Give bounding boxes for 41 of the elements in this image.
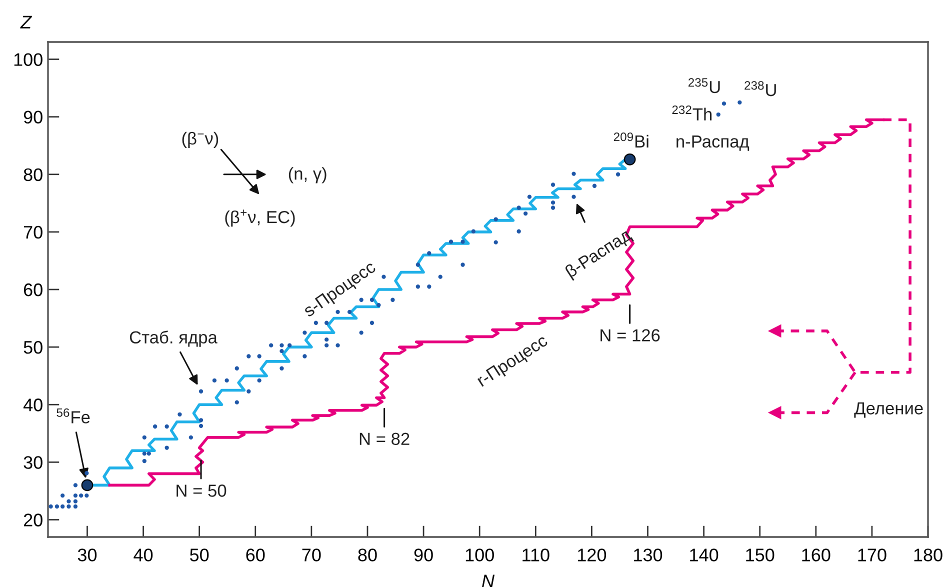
y-tick-label: 100 — [14, 53, 42, 66]
x-tick-label: 50 — [190, 548, 209, 562]
x-axis-title: N — [482, 574, 495, 587]
y-tick-label: 50 — [24, 340, 42, 354]
x-tick-label: 130 — [634, 548, 662, 562]
y-tick-label: 30 — [24, 456, 42, 469]
x-tick-label: 120 — [578, 548, 606, 562]
annotation: Стаб. ядра — [130, 330, 218, 347]
y-tick-label: 70 — [24, 226, 42, 239]
annotation: Деление — [854, 402, 923, 418]
annotation: (β$^{−}$ν) — [182, 132, 218, 148]
annotation: (n, γ) — [288, 167, 326, 184]
y-tick-label: 20 — [24, 514, 42, 526]
y-tick-label: 60 — [24, 283, 42, 296]
y-tick-label: 90 — [24, 110, 42, 124]
annotation: $^{56}$Fe — [56, 408, 90, 424]
annotation: (β$^{+}$ν, EC) — [225, 210, 295, 227]
annotation: $^{209}$Bi — [614, 132, 648, 148]
x-tick-label: 80 — [358, 548, 377, 562]
annotation: n-Распад — [676, 136, 750, 151]
annotation: $^{238}$U — [744, 81, 776, 96]
x-tick-label: 40 — [134, 548, 153, 562]
annotation: N = 50 — [176, 484, 226, 497]
x-tick-label: 70 — [302, 548, 321, 562]
x-tick-label: 110 — [522, 548, 550, 562]
y-axis-title: Z — [20, 16, 32, 28]
x-tick-label: 160 — [802, 548, 830, 562]
x-tick-label: 60 — [246, 548, 265, 562]
x-tick-label: 100 — [466, 548, 494, 562]
y-tick-label: 80 — [24, 168, 42, 182]
annotation: $^{235}$U — [688, 78, 720, 94]
x-tick-label: 140 — [690, 548, 718, 562]
annotation: N = 82 — [360, 432, 410, 446]
annotation: N = 126 — [600, 329, 660, 342]
x-tick-label: 170 — [858, 548, 886, 562]
annotation: $^{232}$Th — [672, 105, 712, 120]
y-tick-label: 40 — [23, 398, 42, 412]
x-tick-label: 90 — [414, 548, 433, 562]
x-tick-label: 180 — [914, 548, 942, 562]
x-tick-label: 30 — [78, 548, 97, 562]
x-tick-label: 150 — [746, 548, 774, 562]
